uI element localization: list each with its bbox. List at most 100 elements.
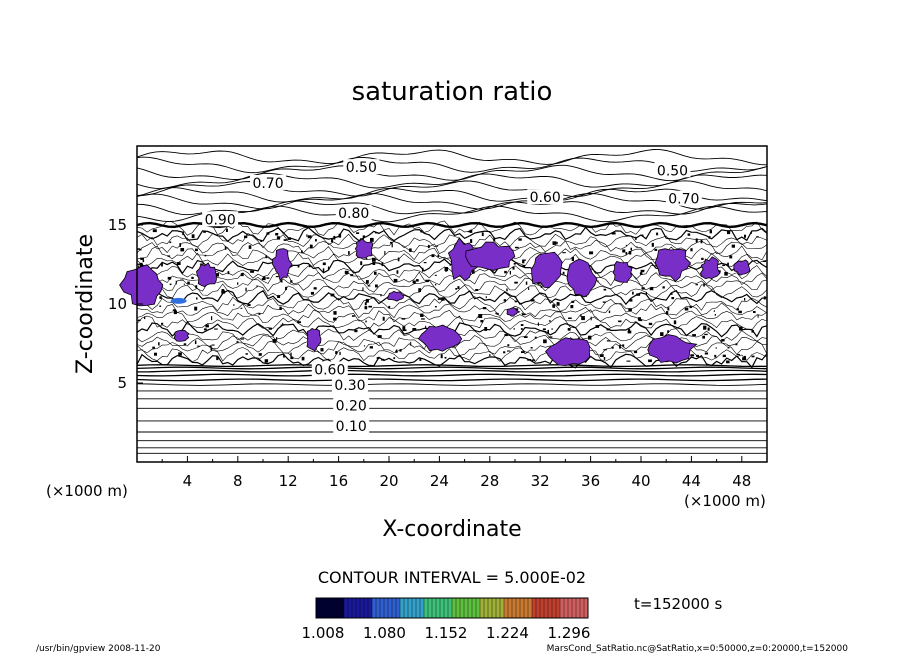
contour-line [136, 277, 768, 293]
contour-speck [268, 327, 272, 330]
contour-speck [327, 266, 330, 270]
contour-speck [320, 348, 324, 352]
contour-speck [520, 328, 523, 330]
contour-speck [301, 356, 305, 361]
contour-speck [158, 342, 160, 346]
supersaturated-region [465, 241, 516, 271]
contour-speck [700, 239, 703, 244]
contour-label: 0.50 [657, 163, 688, 179]
colorbar-cell [515, 597, 521, 619]
x-tick-label: 32 [531, 472, 550, 490]
contour-speck [714, 354, 717, 358]
supersaturated-region [447, 237, 478, 282]
contour-speck [313, 287, 317, 290]
contour-label-bg [343, 159, 380, 175]
contour-speck [285, 286, 287, 291]
contour-speck [362, 235, 366, 238]
y-axis-label: Z-coordinate [73, 234, 98, 374]
contour-speck [275, 276, 279, 278]
contour-speck [485, 296, 487, 299]
contour-speck [718, 270, 721, 273]
contour-speck [216, 273, 219, 277]
contour-line [136, 180, 768, 197]
contour-speck [301, 250, 303, 253]
contour-speck [308, 264, 311, 268]
contour-speck [654, 248, 658, 251]
contour-speck [689, 306, 693, 309]
supersaturated-region [306, 327, 322, 352]
colorbar-cell [519, 597, 525, 619]
contour-speck [753, 311, 756, 313]
contour-speck [704, 352, 709, 355]
contour-speck [344, 270, 349, 274]
colorbar-cell [347, 597, 353, 619]
colorbar-cell [567, 597, 573, 619]
contour-speck [214, 328, 218, 330]
contour-speck [527, 359, 532, 361]
contour-line [136, 302, 768, 319]
contour-label-bg [331, 377, 368, 393]
contour-speck [513, 328, 515, 330]
contour-speck [330, 293, 335, 297]
contour-speck [365, 298, 369, 303]
contour-speck [412, 280, 416, 284]
contour-speck [266, 232, 270, 235]
colorbar-cell [467, 597, 473, 619]
y-tick-label: 5 [117, 374, 127, 392]
contour-speck [140, 257, 144, 260]
contour-speck [333, 235, 336, 240]
contour-speck [418, 288, 421, 292]
colorbar-cell [507, 597, 513, 619]
contour-speck [690, 354, 695, 357]
contour-speck [427, 244, 430, 249]
contour-speck [264, 359, 269, 363]
contour-speck [283, 354, 285, 358]
contour-speck [209, 345, 212, 348]
contour-speck [258, 312, 261, 315]
contour-speck [622, 344, 625, 347]
contour-speck [540, 285, 543, 288]
contour-speck [534, 336, 537, 339]
supersaturated-region [506, 307, 521, 317]
colorbar-cell [463, 597, 469, 619]
contour-speck [475, 289, 479, 291]
contour-speck [204, 328, 207, 331]
contour-speck [315, 239, 317, 242]
colorbar-cell [491, 597, 497, 619]
contour-speck [571, 300, 575, 303]
contour-speck [297, 264, 300, 268]
contour-speck [602, 301, 606, 303]
contour-speck [514, 281, 518, 284]
contour-speck [176, 262, 181, 265]
contour-speck [441, 298, 445, 301]
contour-speck [262, 276, 266, 280]
contour-field: 0.50 0.500.700.60 0.700.800.900.600.300.20… [119, 149, 768, 454]
colorbar-cell [471, 597, 477, 619]
contour-speck [245, 287, 247, 292]
contour-speck [137, 319, 141, 321]
contour-speck [513, 263, 516, 265]
contour-speck [455, 288, 458, 290]
contour-speck [194, 340, 197, 345]
colorbar-cell [423, 597, 429, 619]
contour-speck [226, 228, 228, 232]
contour-speck [331, 239, 334, 243]
contour-speck [642, 234, 644, 237]
contour-speck [632, 291, 634, 295]
contour-speck [175, 280, 177, 285]
contour-speck [709, 230, 712, 234]
contour-speck [139, 262, 143, 267]
contour-speck [667, 307, 670, 311]
contour-speck [738, 310, 742, 314]
contour-speck [310, 291, 314, 295]
contour-speck [696, 354, 699, 357]
contour-speck [763, 296, 766, 300]
colorbar-tick-label: 1.080 [363, 624, 406, 642]
contour-speck [567, 328, 571, 331]
contour-speck [362, 287, 364, 292]
contour-speck [187, 281, 190, 285]
contour-speck [356, 232, 360, 234]
contour-speck [504, 334, 508, 336]
contour-speck [306, 234, 308, 237]
